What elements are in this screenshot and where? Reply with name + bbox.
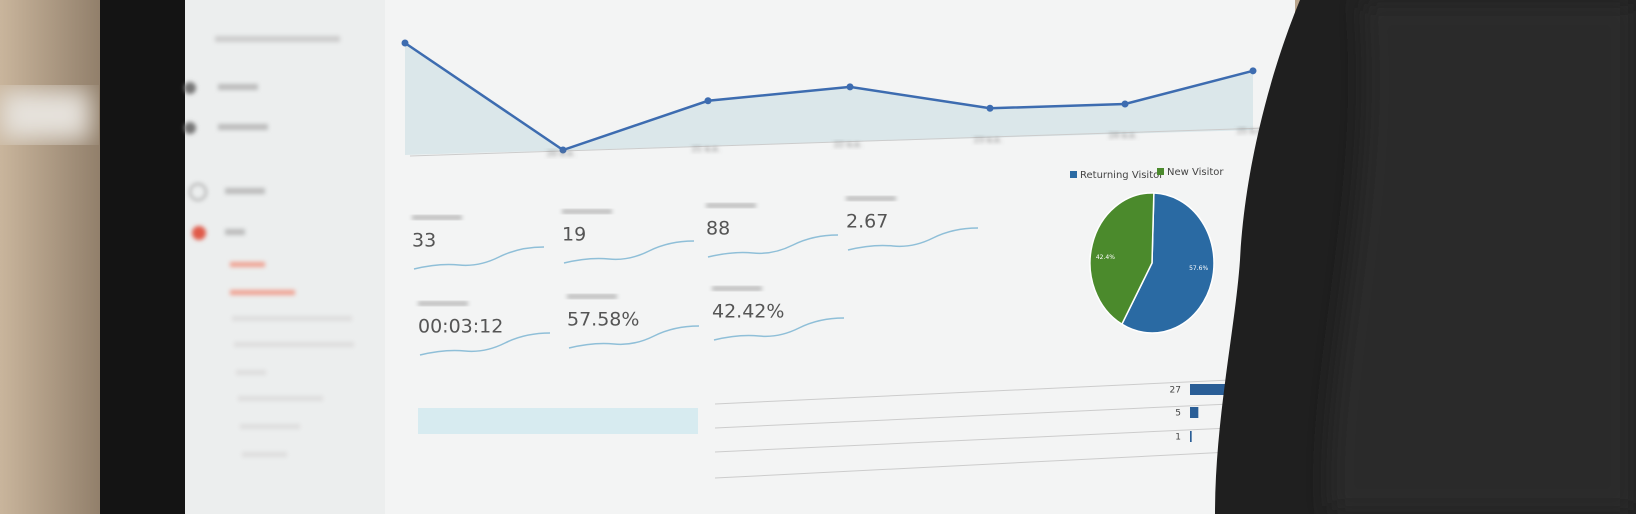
- legend-label: Returning Visitor: [1080, 170, 1164, 181]
- slice-label: 42.4%: [1096, 254, 1115, 261]
- x-tick-label: 25 พ.ค.: [1237, 127, 1265, 136]
- x-tick-label: 22 พ.ค.: [834, 140, 862, 149]
- point: [401, 39, 409, 47]
- slice-label: 57.6%: [1189, 265, 1208, 272]
- selected-row: [418, 408, 698, 434]
- card-label: [846, 196, 896, 201]
- point: [1121, 100, 1129, 108]
- card-label: [706, 203, 756, 208]
- table-rule: [714, 427, 1231, 453]
- point: [1249, 67, 1257, 75]
- card-label: [562, 209, 612, 214]
- table-rule: [714, 451, 1231, 479]
- point: [559, 146, 567, 154]
- card-label: [412, 215, 462, 220]
- x-tick-label: 21 พ.ค.: [692, 145, 720, 154]
- x-tick-label: 24 พ.ค.: [1109, 131, 1137, 140]
- metric-value: 42.42%: [712, 301, 784, 323]
- table-rule: [714, 379, 1231, 405]
- x-tick-label: 20 พ.ค.: [547, 149, 575, 158]
- background: [0, 0, 110, 514]
- card-label: [418, 301, 468, 306]
- cell-bar: [1190, 384, 1235, 395]
- cell-value: 1: [1175, 433, 1181, 443]
- slice: [1089, 192, 1155, 326]
- legend-swatch: [1157, 168, 1164, 175]
- sparkline: [568, 325, 700, 349]
- metric-value: 00:03:12: [418, 316, 503, 338]
- legend-label: New Visitor: [1167, 167, 1224, 178]
- card-label: [712, 286, 762, 291]
- cell-bar: [1190, 431, 1192, 442]
- sparkline: [413, 246, 545, 270]
- area: [405, 43, 1253, 155]
- sparkline: [563, 240, 695, 264]
- sparkline: [419, 332, 551, 356]
- axis: [409, 127, 1266, 157]
- monitor-bezel: [100, 0, 190, 514]
- card-label: [567, 294, 617, 299]
- metric-value: 88: [706, 218, 730, 240]
- cell-bar: [1190, 407, 1199, 418]
- point: [846, 83, 854, 91]
- table-rule: [714, 403, 1231, 429]
- cell-value: 5: [1175, 409, 1181, 419]
- cell-value: 27: [1170, 386, 1181, 396]
- line-chart: 20 พ.ค. 21 พ.ค. 22 พ.ค. 23 พ.ค. 24 พ.ค. 25 พ.…: [401, 39, 1266, 158]
- metric-value: 2.67: [846, 211, 888, 233]
- sidebar-items: [184, 36, 354, 457]
- metric-cards: 33 19 88 2.67 00:03:12 57.58% 42.42%: [412, 196, 979, 356]
- sparkline: [713, 317, 845, 341]
- slice: [1120, 192, 1215, 334]
- metric-value: 19: [562, 224, 586, 246]
- sparkline: [707, 234, 839, 258]
- metric-value: 33: [412, 230, 436, 252]
- point: [986, 104, 994, 112]
- legend-swatch: [1070, 171, 1077, 178]
- foreground-shadow: [1328, 0, 1636, 514]
- background-light: [0, 90, 90, 140]
- sidebar: [185, 0, 385, 514]
- sparkline: [847, 227, 979, 251]
- point: [704, 97, 712, 105]
- table: 27 5 1: [1170, 384, 1235, 443]
- pie-chart: 57.6% Returning Visitor 42.4% New Visitor: [1070, 167, 1224, 334]
- metric-value: 57.58%: [567, 309, 639, 331]
- x-tick-label: 23 พ.ค.: [974, 136, 1002, 145]
